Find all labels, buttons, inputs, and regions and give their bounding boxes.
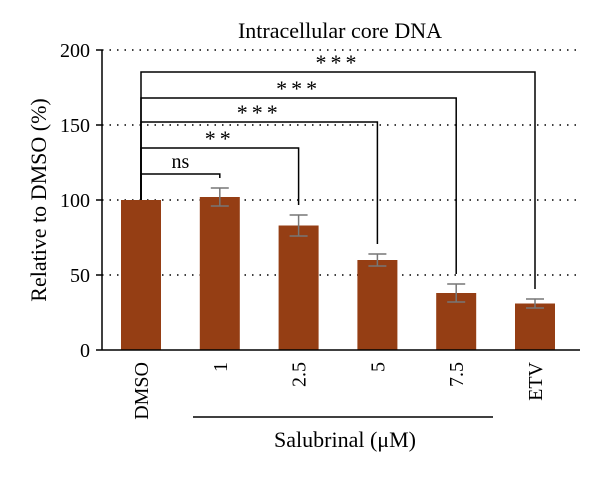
x-tick-label-DMSO: DMSO [131,362,153,420]
bracket-line [140,173,221,200]
bar-ETV [515,303,555,350]
bracket-line [140,71,536,289]
significance-brackets: ns*********** [140,50,536,289]
y-ticks: 0 50 100 150 200 [60,40,102,362]
significance-label: *** [237,100,282,125]
y-axis-label: Relative to DMSO (%) [26,98,51,301]
bar-2.5 [278,225,319,350]
bar-DMSO [121,200,161,350]
error-bar-ETV [526,298,544,309]
significance-label: ** [205,126,235,151]
y-tick-label: 50 [70,265,90,287]
x-axis-label: Salubrinal (μM) [274,427,416,452]
x-tick-label-ETV: ETV [525,361,547,400]
x-tick-label-7.5: 7.5 [446,362,468,387]
bar-1 [199,197,240,350]
bracket-line [140,121,379,244]
significance-label: ns [172,151,190,173]
y-tick-label: 100 [60,190,90,212]
x-tick-label-5: 5 [367,362,389,372]
x-ticks: DMSO 1 2.5 5 7.5 ETV [131,361,547,419]
x-tick-label-2.5: 2.5 [289,362,311,387]
significance-label: *** [276,76,321,101]
bar-5 [357,260,398,350]
error-bar-5 [368,253,387,267]
y-tick-label: 200 [60,40,90,62]
y-tick-label: 150 [60,115,90,137]
y-tick-label: 0 [80,340,90,362]
bars [121,197,555,350]
error-bar-7.5 [447,283,466,303]
x-tick-label-1: 1 [210,362,232,372]
gridlines [102,49,580,276]
chart-title: Intracellular core DNA [238,18,442,43]
significance-label: *** [316,50,361,75]
significance-bracket-ETV: *** [140,50,536,289]
error-bar-1 [210,187,229,207]
significance-bracket-1: ns [140,151,221,200]
error-bars [210,187,544,309]
error-bar-2.5 [289,214,308,237]
